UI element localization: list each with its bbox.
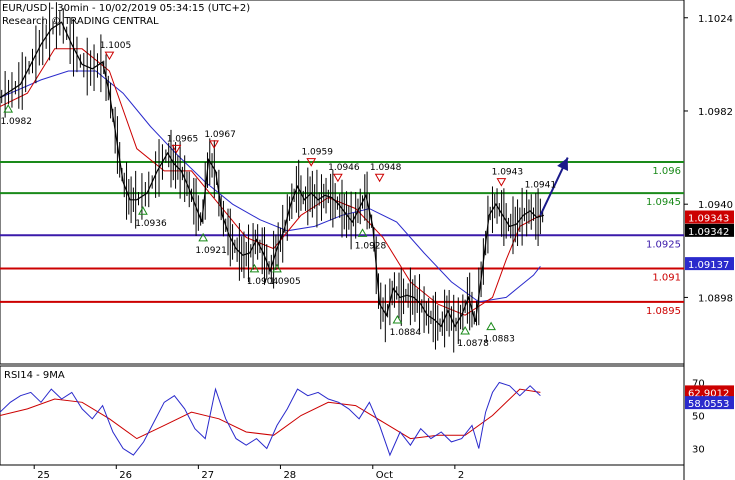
level-label: 1.091 [652,273,681,284]
down-triangle-icon [306,158,317,167]
rsi-badge [685,396,734,410]
down-triangle-icon [496,178,507,187]
pivot-low-label: 1.0883 [483,335,515,345]
up-triangle-icon [138,206,148,215]
x-tick-label: 27 [201,470,214,480]
pivot-low-label: 1.0921 [195,246,227,256]
level-label: 1.0945 [646,197,681,208]
rsi-badge-label: 62.9012 [688,388,729,399]
x-tick-label: 26 [119,470,132,480]
up-triangle-icon [357,228,368,237]
up-triangle-icon [486,321,496,331]
pivot-high-label: 1.1005 [100,41,132,51]
up-triangle-icon [272,263,282,273]
price-y-tick-label: 1.0898 [698,293,733,304]
pivot-high-label: 1.0967 [204,130,236,140]
up-triangle-icon [249,263,260,273]
pivot-high-label: 1.0943 [492,168,524,178]
rsi-badge-label: 58.0553 [688,399,729,410]
level-label: 1.0925 [646,239,681,250]
rsi-plot-frame [0,365,685,466]
down-triangle-icon [374,173,385,183]
rsi-y-tick-label: 70 [692,379,705,390]
rsi-y-tick-label: 50 [692,412,705,423]
pivot-high-label: 1.0959 [301,148,333,158]
pivot-low-label: 1.0928 [355,241,387,251]
up-triangle-icon [3,104,14,113]
down-triangle-icon [104,51,115,61]
price-y-tick-label: 1.0982 [698,107,733,118]
pivot-high-label: 1.0948 [370,163,402,173]
x-tick-label: Oct [376,470,393,480]
price-badge [685,223,734,237]
price-badge [685,257,734,271]
rsi-panel-title: RSI14 - 9MA [4,370,65,381]
pivot-low-label: 1.0878 [457,339,489,349]
level-label: 1.0895 [646,306,681,317]
price-y-tick-label: 1.1024 [698,14,733,25]
x-tick-label: 2 [458,470,464,480]
price-y-tick-label: 1.0940 [698,200,733,211]
down-triangle-icon [333,173,343,183]
x-tick-label: 28 [283,470,296,480]
down-triangle-icon [171,144,182,154]
level-label: 1.096 [652,166,681,177]
up-triangle-icon [198,232,209,242]
pivot-low-label: 1.0905 [269,277,301,287]
up-triangle-icon [392,314,403,324]
price-badge-label: 1.09137 [688,260,729,271]
x-tick-label: 25 [37,470,50,480]
slow-moving-average-line [0,70,541,303]
projection-arrow-head [557,157,569,171]
rsi-ma-line [0,388,541,440]
pivot-low-label: 1.0884 [390,328,422,338]
chart-title: EUR/USD - 30min - 10/02/2019 05:34:15 (U… [2,3,250,14]
chart-subtitle: Research © TRADING CENTRAL [2,16,159,27]
pivot-low-label: 1.0982 [0,117,32,127]
pivot-low-label: 1.0904 [247,277,279,287]
pivot-label: 1.0941 [525,180,557,190]
pivot-high-label: 1.0965 [167,134,199,144]
up-triangle-icon [460,326,470,335]
rsi-y-tick-label: 30 [692,445,705,456]
price-badge [685,210,734,224]
pivot-high-label: 1.0946 [328,163,360,173]
down-triangle-icon [209,140,219,149]
pivot-low-label: 1.0936 [135,219,167,229]
rsi-badge [685,385,734,399]
rsi-line [0,381,541,457]
price-badge-label: 1.09343 [688,214,729,225]
price-badge-label: 1.09342 [688,227,729,238]
